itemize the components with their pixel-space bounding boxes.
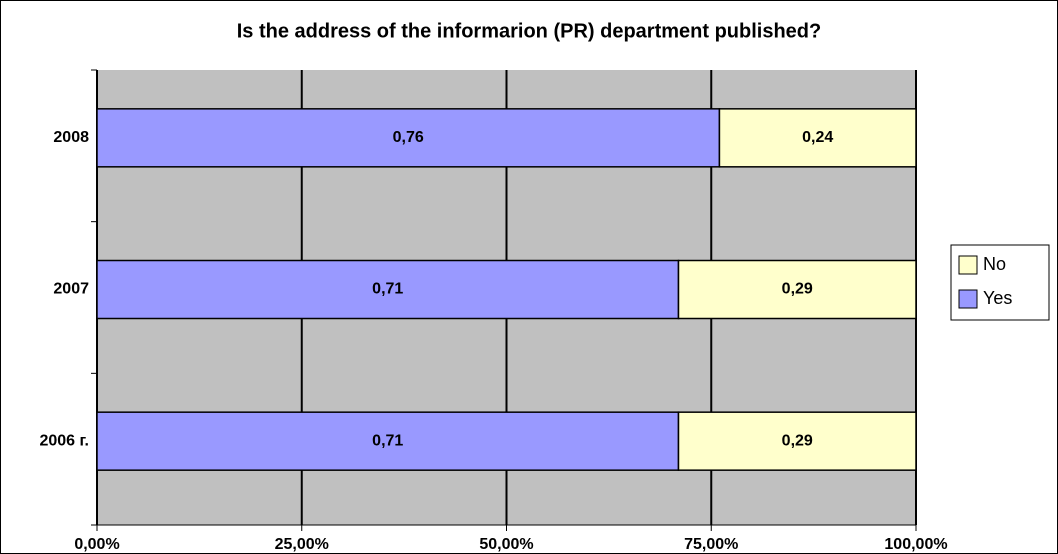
- bar-segment: [718, 108, 917, 168]
- y-tick-label: 2007: [53, 281, 89, 298]
- x-tick-label: 75,00%: [684, 536, 738, 553]
- data-label: 0,76: [393, 129, 424, 146]
- data-label: 0,71: [372, 432, 403, 449]
- y-tick-label: 2006 г.: [39, 432, 89, 449]
- data-label: 0,29: [782, 432, 813, 449]
- x-tick-label: 50,00%: [479, 536, 533, 553]
- x-tick-label: 0,00%: [74, 536, 119, 553]
- x-tick-label: 25,00%: [275, 536, 329, 553]
- bar-segment: [96, 259, 680, 320]
- chart-title: Is the address of the informarion (PR) d…: [237, 20, 822, 42]
- bar-segment: [677, 411, 917, 471]
- legend-label: Yes: [983, 288, 1012, 308]
- bar-segment: [96, 411, 680, 471]
- legend-swatch: [958, 289, 978, 309]
- y-tick-label: 2008: [53, 129, 89, 146]
- bar-segment: [677, 259, 917, 320]
- legend-label: No: [983, 254, 1006, 274]
- data-label: 0,24: [802, 129, 833, 146]
- legend-swatch: [958, 255, 978, 275]
- data-label: 0,29: [782, 281, 813, 298]
- bar-segment: [96, 108, 721, 168]
- x-tick-label: 100,00%: [884, 536, 947, 553]
- data-label: 0,71: [372, 281, 403, 298]
